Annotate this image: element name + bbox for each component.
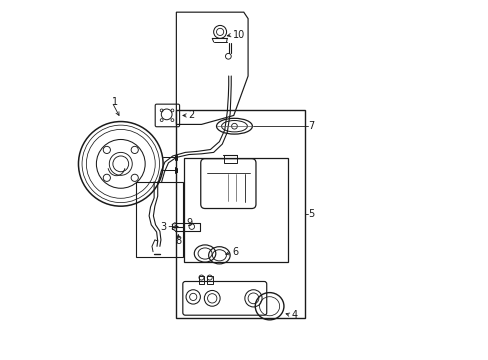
Bar (183, 158, 287, 262)
Text: 9: 9 (186, 218, 192, 228)
Text: 6: 6 (231, 247, 238, 257)
Bar (136, 182, 183, 257)
Text: 7: 7 (308, 121, 314, 131)
Bar (223, 155, 236, 163)
Text: 4: 4 (290, 310, 297, 320)
Bar (206, 276, 212, 284)
Bar (176, 110, 305, 318)
Text: 8: 8 (175, 236, 181, 246)
Text: 1: 1 (112, 97, 118, 107)
Text: 3: 3 (160, 222, 166, 231)
Text: 10: 10 (232, 30, 244, 40)
Text: 5: 5 (308, 209, 314, 219)
Text: 2: 2 (188, 111, 194, 121)
Bar (198, 276, 204, 284)
